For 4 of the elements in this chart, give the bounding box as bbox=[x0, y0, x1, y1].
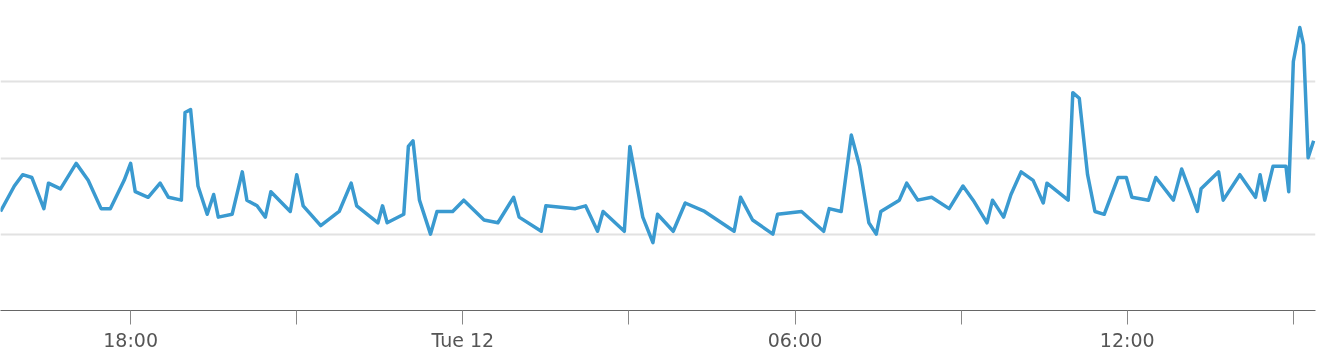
x-tick-label: 12:00 bbox=[1099, 328, 1155, 351]
x-tick-label: 18:00 bbox=[103, 328, 158, 351]
x-tick-label: 06:00 bbox=[767, 328, 823, 351]
x-tick-label: Tue 12 bbox=[430, 328, 495, 351]
